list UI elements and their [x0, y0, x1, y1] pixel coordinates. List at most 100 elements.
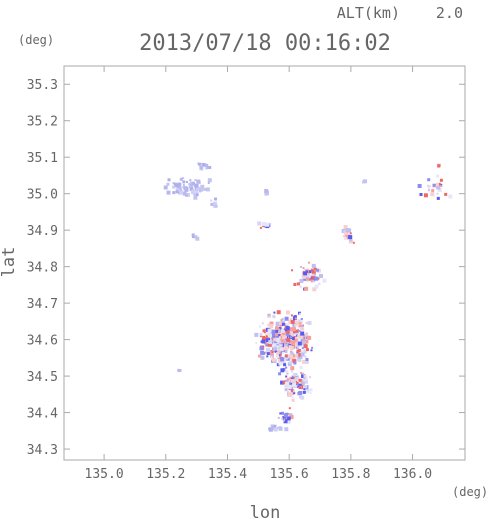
echo-cell	[275, 330, 279, 333]
echo-cell	[266, 355, 269, 358]
echo-cell	[428, 189, 430, 192]
echo-cell	[276, 363, 280, 367]
x-tick-label: 135.8	[331, 467, 370, 482]
echo-cell	[163, 185, 168, 190]
echo-cell	[313, 267, 317, 271]
echo-cell	[258, 354, 262, 358]
echo-cell	[283, 419, 285, 422]
echo-cell	[299, 325, 303, 329]
echo-cell	[292, 327, 297, 332]
echo-cell	[292, 372, 295, 375]
echo-cell	[291, 398, 295, 402]
echo-cell	[312, 280, 315, 283]
echo-cell	[167, 178, 171, 182]
echo-cell	[299, 334, 304, 339]
echo-cell	[437, 164, 441, 168]
echo-cell	[281, 331, 286, 336]
echo-cell	[298, 386, 302, 390]
echo-cell	[279, 353, 282, 356]
echo-cell	[291, 375, 294, 378]
echo-cell	[286, 329, 291, 334]
echo-cell	[267, 328, 272, 333]
echo-cell	[300, 345, 303, 348]
echo-cell	[423, 193, 428, 198]
echo-cell	[296, 282, 300, 286]
echo-cell	[288, 320, 293, 325]
echo-cell	[266, 332, 269, 336]
echo-cell	[270, 349, 273, 352]
echo-cell	[272, 314, 276, 318]
echo-cell	[322, 278, 327, 283]
echo-cell	[285, 375, 288, 378]
echo-cell	[275, 352, 279, 356]
echo-cell	[291, 269, 294, 272]
echo-cell	[299, 366, 303, 370]
echo-cell	[194, 179, 197, 181]
echo-cell	[427, 184, 429, 187]
echo-cell	[296, 386, 299, 388]
echo-cell	[286, 343, 289, 346]
echo-cell	[297, 341, 302, 346]
echo-cell	[264, 341, 268, 345]
echo-cell	[431, 189, 435, 193]
echo-cell	[262, 351, 266, 355]
echo-cell	[182, 191, 187, 196]
echo-cell	[278, 426, 283, 431]
echo-cell	[203, 187, 207, 191]
echo-cell	[214, 204, 218, 208]
echo-cell	[436, 183, 439, 186]
echo-cell	[300, 327, 305, 332]
echo-cell	[286, 333, 290, 337]
echo-cell	[280, 319, 283, 322]
echo-cell	[300, 379, 304, 383]
echo-cell	[188, 182, 191, 185]
echo-cell	[268, 427, 272, 431]
echo-cell	[430, 192, 435, 197]
echo-cell	[300, 372, 303, 374]
y-axis-label: lat	[0, 247, 19, 278]
x-axis-ticks: 135.0 135.2 135.4 135.6 135.8 136.0	[85, 66, 432, 482]
echo-cell	[309, 388, 313, 392]
echo-cell	[280, 347, 284, 351]
echo-cell	[297, 322, 302, 327]
echo-cell	[207, 181, 210, 184]
echo-cell	[293, 354, 297, 358]
echo-cell	[280, 338, 285, 343]
echo-cell	[284, 343, 287, 347]
echo-cell	[302, 372, 305, 375]
echo-cell	[305, 358, 309, 361]
echo-cell	[295, 376, 298, 378]
echo-cell	[277, 426, 280, 429]
echo-cell	[302, 267, 305, 269]
echo-cells	[163, 162, 453, 432]
echo-cell	[191, 235, 195, 239]
echo-cell	[295, 353, 300, 358]
echo-cell	[276, 328, 281, 333]
echo-cell	[166, 182, 170, 186]
echo-cell	[276, 321, 281, 326]
echo-cell	[297, 356, 302, 361]
echo-cell	[269, 327, 272, 330]
echo-cell	[185, 190, 188, 192]
echo-cell	[199, 187, 204, 192]
echo-cell	[214, 197, 217, 201]
echo-cell	[181, 186, 184, 189]
echo-cell	[260, 340, 263, 343]
echo-cell	[304, 286, 309, 291]
echo-cell	[297, 335, 301, 339]
echo-cell	[300, 318, 303, 320]
echo-cell	[287, 341, 292, 346]
echo-cell	[281, 317, 284, 320]
echo-cell	[306, 277, 310, 281]
echo-cell	[436, 185, 441, 190]
y-tick-label: 35.0	[27, 188, 58, 203]
echo-cell	[302, 274, 307, 279]
echo-cell	[312, 278, 315, 281]
echo-cell	[297, 380, 300, 382]
echo-cell	[286, 378, 290, 382]
echo-cell	[200, 184, 205, 189]
echo-cell	[312, 273, 316, 277]
y-tick-label: 34.6	[27, 334, 58, 349]
echo-cell	[296, 349, 300, 353]
echo-cell	[273, 338, 277, 342]
